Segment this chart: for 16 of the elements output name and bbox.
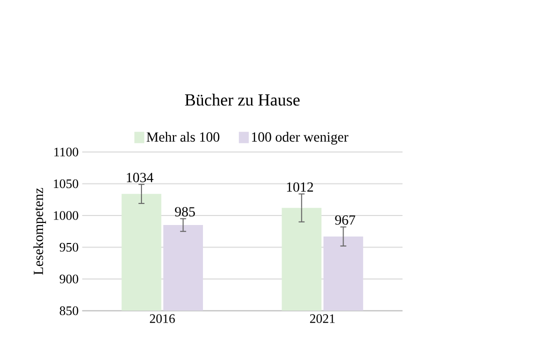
y-tick-label: 900 [60, 274, 78, 284]
x-tick-label: 2016 [150, 314, 175, 324]
data-label: 985 [174, 207, 195, 217]
y-tick-label: 1100 [54, 148, 78, 156]
data-label: 1034 [126, 172, 154, 182]
y-tick-label: 950 [60, 242, 78, 252]
data-label: 967 [335, 215, 356, 225]
y-tick-label: 1050 [54, 179, 78, 188]
chart-title: Bücher zu Hause [185, 94, 300, 106]
data-label: 1012 [287, 182, 313, 192]
y-tick-label: 1000 [54, 211, 78, 220]
legend-label: Mehr als 100 [146, 132, 220, 142]
x-tick-label: 2021 [310, 314, 335, 324]
y-axis-title: Lesekompetenz [33, 188, 46, 275]
legend-label: 100 oder weniger [252, 132, 348, 145]
y-tick-label: 850 [60, 306, 78, 316]
